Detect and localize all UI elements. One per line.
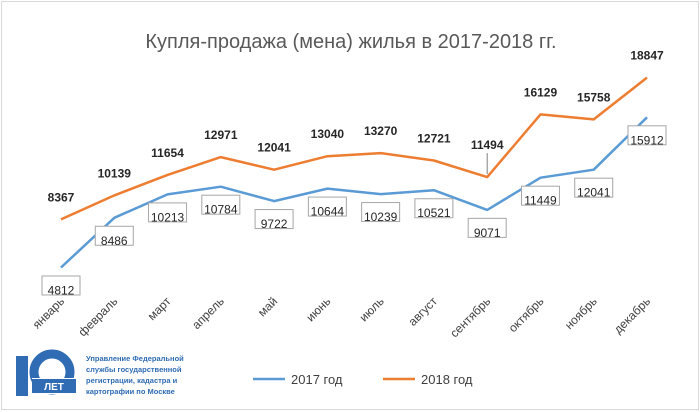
data-label-2018: 13040 bbox=[311, 127, 345, 141]
data-label-2018: 12721 bbox=[417, 131, 451, 145]
logo-line-3: регистрации, кадастра и bbox=[86, 376, 178, 385]
data-label-2017: 4812 bbox=[41, 275, 81, 297]
data-label-2018: 13270 bbox=[364, 124, 398, 138]
data-label-box bbox=[307, 196, 347, 217]
data-label-2018: 8367 bbox=[48, 190, 75, 204]
category-label: декабрь bbox=[611, 294, 653, 336]
series-lines bbox=[60, 76, 648, 269]
data-label-value: 8486 bbox=[101, 234, 128, 248]
data-label-value: 15912 bbox=[630, 133, 664, 147]
data-label-box bbox=[41, 275, 81, 296]
data-label-2017: 12041 bbox=[574, 177, 614, 200]
data-label-box bbox=[520, 185, 560, 206]
data-label-value: 9071 bbox=[474, 226, 501, 240]
data-label-2018: 12041 bbox=[257, 141, 291, 155]
data-label-2017: 9722 bbox=[254, 209, 294, 231]
data-label-2017: 10239 bbox=[361, 202, 401, 224]
category-label: май bbox=[255, 294, 280, 319]
category-labels: январь февраль март апрель май июнь июль август… bbox=[30, 294, 653, 340]
category-label: август bbox=[406, 294, 441, 329]
chart-title: Купля-продажа (мена) жилья в 2017-2018 г… bbox=[145, 31, 556, 53]
data-label-value: 9722 bbox=[261, 217, 288, 231]
data-label-2018: 18847 bbox=[630, 49, 664, 63]
data-label-box bbox=[201, 194, 241, 215]
category-label: июнь bbox=[303, 294, 333, 324]
anniversary-logo-icon: ЛЕТ bbox=[16, 349, 80, 396]
data-label-2017: 9071 bbox=[467, 217, 507, 240]
category-label: ноябрь bbox=[562, 294, 600, 332]
category-label: июль bbox=[357, 294, 387, 324]
data-label-2017: 10644 bbox=[307, 196, 347, 219]
data-labels: 4812 8486 10213 10784 9722 10644 10239 10521 907… bbox=[41, 49, 667, 297]
category-label: январь bbox=[30, 294, 67, 331]
data-label-box bbox=[414, 198, 454, 219]
data-label-2018: 15758 bbox=[577, 90, 611, 104]
data-label-box bbox=[361, 202, 401, 223]
category-label: февраль bbox=[75, 294, 120, 339]
category-label: март bbox=[145, 294, 174, 323]
legend: 2017 год 2018 год bbox=[253, 372, 473, 387]
legend-entry: 2017 год bbox=[291, 372, 343, 387]
series-line-2018 bbox=[60, 76, 648, 221]
data-label-2018: 12971 bbox=[204, 128, 238, 142]
data-label-2017: 8486 bbox=[94, 225, 134, 248]
data-label-value: 10521 bbox=[417, 206, 451, 220]
organization-logo: ЛЕТ Управление Федеральной службы госуда… bbox=[10, 348, 205, 404]
logo-line-2: службы государственной bbox=[86, 365, 182, 374]
data-label-2018: 16129 bbox=[524, 85, 558, 99]
logo-years-label: ЛЕТ bbox=[44, 382, 64, 393]
data-label-2017: 11449 bbox=[520, 185, 560, 208]
data-label-box bbox=[627, 125, 667, 146]
data-label-value: 10239 bbox=[364, 210, 398, 224]
data-label-2017: 10213 bbox=[148, 202, 188, 224]
data-label-value: 12041 bbox=[577, 186, 611, 200]
data-label-box bbox=[148, 202, 188, 223]
data-label-box bbox=[467, 217, 507, 238]
data-label-2018: 11494 bbox=[471, 138, 504, 152]
data-label-2017: 10784 bbox=[201, 194, 241, 217]
data-label-value: 10784 bbox=[204, 203, 238, 217]
category-label: апрель bbox=[189, 294, 227, 332]
data-label-box bbox=[574, 177, 614, 198]
category-label: октябрь bbox=[506, 294, 547, 335]
logo-caption: Управление Федеральной службы государств… bbox=[86, 354, 184, 396]
series-line-2017 bbox=[60, 116, 648, 269]
data-label-2018: 11654 bbox=[151, 146, 184, 160]
data-label-value: 10213 bbox=[151, 210, 185, 224]
data-label-2018: 10139 bbox=[98, 166, 132, 180]
data-label-value: 11449 bbox=[524, 194, 557, 208]
data-label-2017: 10521 bbox=[414, 198, 454, 220]
data-label-box bbox=[254, 209, 294, 230]
logo-line-1: Управление Федеральной bbox=[86, 354, 184, 363]
category-label: сентябрь bbox=[447, 294, 493, 340]
data-label-value: 10644 bbox=[311, 205, 345, 219]
legend-entry: 2018 год bbox=[421, 372, 473, 387]
logo-line-4: картографии по Москве bbox=[86, 387, 175, 396]
data-label-value: 4812 bbox=[48, 283, 75, 297]
data-label-2017: 15912 bbox=[627, 125, 667, 147]
data-label-box bbox=[94, 225, 134, 246]
